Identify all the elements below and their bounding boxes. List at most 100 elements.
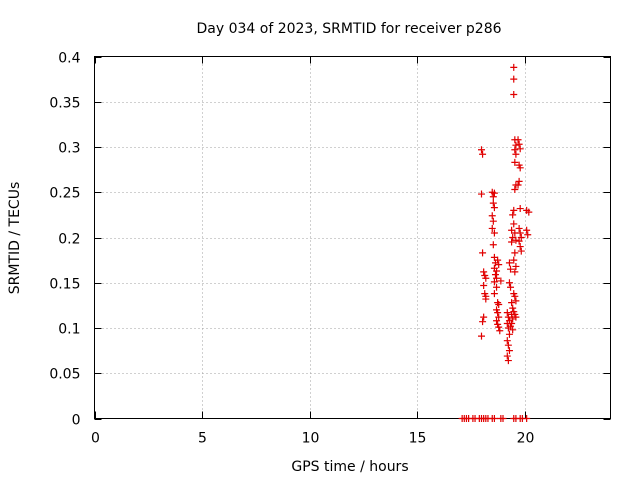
data-point: [504, 341, 512, 349]
data-point: [496, 327, 504, 335]
data-point: [480, 313, 488, 321]
y-tick-label: 0.1: [58, 322, 80, 338]
data-point: [489, 193, 497, 201]
data-point: [510, 220, 518, 228]
data-point: [480, 281, 488, 289]
data-point: [490, 189, 498, 197]
data-point: [490, 204, 498, 212]
data-point: [517, 234, 525, 241]
grid-lines: [94, 56, 611, 419]
axis-ticks: [94, 56, 611, 420]
data-point: [515, 224, 523, 232]
x-tick-label: 20: [517, 431, 535, 447]
data-point: [505, 347, 513, 355]
data-point: [480, 268, 488, 276]
data-point: [478, 190, 485, 198]
data-point: [491, 271, 499, 279]
data-point: [490, 278, 498, 286]
data-point: [510, 91, 518, 99]
data-point: [494, 299, 502, 307]
x-tick-label: 0: [91, 431, 100, 447]
y-tick-label: 0.35: [49, 96, 80, 112]
data-point: [478, 146, 485, 154]
data-point: [504, 357, 512, 365]
y-axis-label: SRMTID / TECUs: [7, 182, 23, 295]
data-point: [508, 299, 516, 307]
data-point: [511, 146, 519, 154]
data-point: [511, 249, 519, 257]
y-tick-label: 0.4: [58, 51, 80, 67]
data-point: [495, 261, 503, 269]
data-point: [523, 415, 531, 422]
data-point: [523, 226, 531, 234]
data-point: [478, 332, 485, 340]
plot-frame: [94, 56, 611, 419]
data-point: [499, 415, 507, 422]
data-point: [512, 313, 520, 321]
data-point: [512, 297, 520, 305]
data-point: [503, 352, 511, 360]
data-point: [515, 237, 523, 245]
data-point: [479, 150, 487, 158]
data-point: [516, 243, 524, 251]
data-point: [510, 206, 518, 214]
data-point: [503, 309, 511, 317]
y-tick-label: 0.2: [58, 232, 80, 248]
data-point: [524, 231, 532, 239]
data-point: [514, 181, 522, 189]
x-tick-label: 5: [198, 431, 207, 447]
data-point: [510, 256, 518, 264]
x-tick-label: 15: [409, 431, 427, 447]
data-point: [482, 292, 490, 300]
data-point: [525, 208, 533, 216]
y-tick-label: 0.25: [49, 186, 80, 202]
data-point: [490, 229, 498, 237]
data-point: [515, 177, 523, 185]
data-point: [489, 241, 497, 249]
data-point: [509, 211, 517, 219]
data-point: [509, 304, 517, 312]
data-point: [507, 265, 515, 273]
data-point: [489, 217, 497, 225]
data-point: [516, 145, 524, 153]
data-point: [517, 247, 525, 255]
data-point: [494, 309, 502, 317]
data-point: [489, 199, 497, 207]
data-point: [516, 229, 524, 237]
y-tick-labels: 0 0.05 0.1 0.15 0.2 0.25 0.3 0.35 0.4: [49, 51, 80, 429]
data-point: [505, 330, 513, 338]
data-point: [493, 274, 501, 282]
y-tick-label: 0.3: [58, 141, 80, 157]
x-tick-label: 10: [302, 431, 320, 447]
data-point: [514, 136, 522, 144]
data-point: [511, 158, 519, 166]
data-point: [507, 283, 515, 291]
data-point: [493, 283, 501, 291]
data-point: [516, 205, 524, 213]
data-point: [493, 317, 501, 325]
data-point: [488, 224, 496, 232]
data-point: [510, 75, 518, 83]
data-point: [516, 164, 524, 172]
data-point: [503, 337, 511, 345]
data-point: [495, 300, 503, 308]
y-tick-label: 0.05: [49, 367, 80, 383]
data-point: [509, 326, 517, 334]
data-point: [505, 279, 513, 287]
data-point: [512, 262, 520, 270]
data-point: [512, 141, 520, 149]
data-point: [505, 259, 513, 267]
data-point: [512, 236, 520, 244]
data-point: [482, 274, 490, 282]
x-axis-label: GPS time / hours: [291, 459, 408, 475]
y-tick-label: 0.15: [49, 277, 80, 293]
data-point: [493, 267, 501, 275]
data-point: [512, 150, 520, 158]
data-point: [479, 249, 487, 257]
y-tick-label: 0: [72, 413, 81, 429]
data-point: [495, 323, 503, 331]
data-point: [511, 186, 519, 194]
data-point: [479, 318, 487, 326]
data-point: [511, 268, 519, 276]
